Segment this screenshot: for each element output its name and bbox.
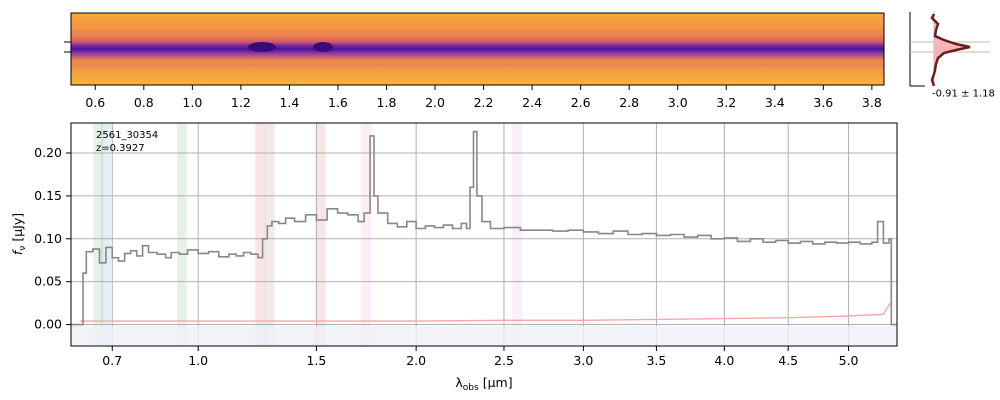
x-axis-ticks: 0.7 1.0 1.5 2.0 2.5 3.0 3.5 4.0 4.5 5.0 <box>102 346 859 368</box>
line-bands <box>93 123 523 346</box>
profile-annotation: -0.91 ± 1.18 <box>932 88 995 99</box>
top-x-tick-label: 3.2 <box>716 95 736 110</box>
x-tick-label: 3.0 <box>573 353 593 368</box>
y-axis-label-main: f <box>10 249 25 255</box>
x-axis-label: λobs [μm] <box>455 375 512 393</box>
y-tick-label: 0.10 <box>34 231 62 246</box>
x-tick-label: 3.5 <box>646 353 666 368</box>
top-x-tick-label: 0.8 <box>134 95 154 110</box>
plot-frame <box>70 122 898 347</box>
top-x-tick-label: 2.4 <box>522 95 542 110</box>
top-x-tick-label: 1.0 <box>182 95 202 110</box>
zero-band <box>71 326 897 346</box>
spectrum-2d-frame <box>70 12 885 86</box>
spectrum-2d-hotspot <box>313 42 333 52</box>
emission-line-band <box>512 123 523 346</box>
top-axis-ticks: 0.6 0.8 1.0 1.2 1.4 1.6 1.8 2.0 2.2 2.4 2.6 2.8 3.0 3… <box>85 85 882 110</box>
y-axis-label-unit: [μJy] <box>10 213 25 242</box>
flux-series-line <box>71 130 897 326</box>
spectrum-1d-panel: 0.7 1.0 1.5 2.0 2.5 3.0 3.5 4.0 4.5 5.0 0.000.050… <box>10 122 898 393</box>
grid-lines <box>71 123 897 346</box>
top-x-tick-label: 3.8 <box>862 95 882 110</box>
y-tick-label: 0.00 <box>34 317 62 332</box>
top-x-tick-label: 3.6 <box>813 95 833 110</box>
top-x-tick-label: 2.6 <box>571 95 591 110</box>
profile-panel: -0.91 ± 1.18 <box>909 12 995 99</box>
emission-line-band <box>264 123 275 346</box>
top-x-tick-label: 0.6 <box>85 95 105 110</box>
x-tick-label: 4.0 <box>714 353 734 368</box>
spectrum-2d-image <box>71 13 884 85</box>
top-x-tick-label: 1.8 <box>377 95 397 110</box>
x-axis-label-sub: obs <box>463 383 479 393</box>
top-x-tick-label: 2.8 <box>619 95 639 110</box>
x-tick-label: 0.7 <box>102 353 122 368</box>
emission-line-band <box>177 123 188 346</box>
y-tick-label: 0.05 <box>34 274 62 289</box>
error-series-line <box>79 302 891 322</box>
x-tick-label: 1.0 <box>188 353 208 368</box>
x-tick-label: 1.5 <box>306 353 326 368</box>
y-axis-label-sub: ν <box>18 246 28 251</box>
y-axis-label: fν [μJy] <box>10 213 28 255</box>
top-x-tick-label: 2.2 <box>474 95 494 110</box>
top-x-tick-label: 1.4 <box>279 95 299 110</box>
top-x-tick-label: 3.4 <box>765 95 785 110</box>
x-axis-label-unit: [μm] <box>483 375 513 390</box>
spectrum-2d-panel: 0.6 0.8 1.0 1.2 1.4 1.6 1.8 2.0 2.2 2.4 2.6 2.8 3.0 3… <box>64 12 885 110</box>
x-tick-label: 2.0 <box>406 353 426 368</box>
y-tick-label: 0.15 <box>34 188 62 203</box>
emission-line-band <box>361 123 372 346</box>
redshift-annotation: z=0.3927 <box>96 143 145 154</box>
spectrum-2d-row-tint <box>71 63 884 67</box>
top-x-tick-label: 1.6 <box>328 95 348 110</box>
x-tick-label: 2.5 <box>494 353 514 368</box>
top-x-tick-label: 1.2 <box>231 95 251 110</box>
emission-line-band <box>255 123 266 346</box>
x-tick-label: 5.0 <box>839 353 859 368</box>
profile-line <box>930 13 971 87</box>
y-axis-ticks: 0.00 0.05 0.10 0.15 0.20 <box>34 145 71 332</box>
x-axis-label-main: λ <box>455 375 463 390</box>
emission-line-band <box>315 123 326 346</box>
object-id-annotation: 2561_30354 <box>96 130 158 141</box>
x-tick-label: 4.5 <box>778 353 798 368</box>
y-tick-label: 0.20 <box>34 145 62 160</box>
emission-line-band <box>100 123 111 346</box>
top-x-tick-label: 3.0 <box>668 95 688 110</box>
spectrum-2d-hotspot <box>248 42 276 52</box>
spectrum-2d-row-tint <box>71 30 884 34</box>
top-x-tick-label: 2.0 <box>425 95 445 110</box>
emission-line-band <box>93 123 104 346</box>
